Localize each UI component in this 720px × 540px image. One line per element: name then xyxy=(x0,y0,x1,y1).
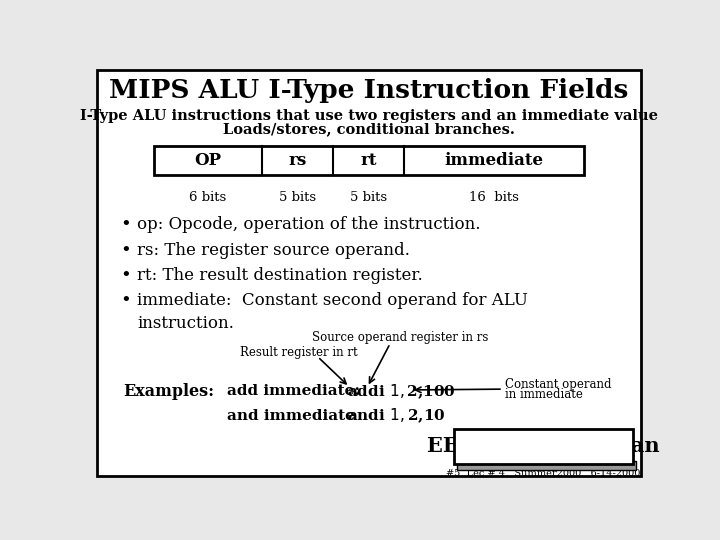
Text: OP: OP xyxy=(194,152,221,169)
Text: Source operand register in rs: Source operand register in rs xyxy=(312,330,488,343)
Text: add immediate:: add immediate: xyxy=(227,384,360,398)
Text: MIPS ALU I-Type Instruction Fields: MIPS ALU I-Type Instruction Fields xyxy=(109,78,629,103)
Text: immediate:  Constant second operand for ALU: immediate: Constant second operand for A… xyxy=(138,292,528,309)
Text: 6 bits: 6 bits xyxy=(189,191,227,204)
Text: instruction.: instruction. xyxy=(138,315,234,332)
Text: I-Type ALU instructions that use two registers and an immediate value: I-Type ALU instructions that use two reg… xyxy=(80,110,658,123)
Text: addi $1,$2,100: addi $1,$2,100 xyxy=(347,382,456,401)
Text: rt: rt xyxy=(360,152,377,169)
Bar xyxy=(456,461,636,470)
Text: 16  bits: 16 bits xyxy=(469,191,519,204)
Text: #5  Lec # 4   Summer2000   6-14-2000: #5 Lec # 4 Summer2000 6-14-2000 xyxy=(446,469,641,478)
Bar xyxy=(154,146,584,175)
Text: immediate: immediate xyxy=(444,152,544,169)
Text: rs: The register source operand.: rs: The register source operand. xyxy=(138,242,410,259)
Text: Result register in rt: Result register in rt xyxy=(240,346,358,359)
Text: Constant operand: Constant operand xyxy=(505,377,611,390)
Text: rt: The result destination register.: rt: The result destination register. xyxy=(138,267,423,284)
Text: andi $1,$2,10: andi $1,$2,10 xyxy=(347,407,446,426)
Text: in immediate: in immediate xyxy=(505,388,582,401)
Text: Loads/stores, conditional branches.: Loads/stores, conditional branches. xyxy=(223,123,515,137)
Text: •: • xyxy=(121,267,132,285)
Text: Examples:: Examples: xyxy=(124,383,215,400)
Text: •: • xyxy=(121,242,132,260)
Text: op: Opcode, operation of the instruction.: op: Opcode, operation of the instruction… xyxy=(138,217,481,233)
Text: rs: rs xyxy=(288,152,307,169)
Bar xyxy=(454,429,634,464)
Text: and immediate: and immediate xyxy=(227,409,354,423)
FancyBboxPatch shape xyxy=(96,70,642,476)
Text: EECC550 - Shaaban: EECC550 - Shaaban xyxy=(428,436,660,456)
Text: •: • xyxy=(121,216,132,234)
Text: 5 bits: 5 bits xyxy=(350,191,387,204)
Text: •: • xyxy=(121,292,132,309)
Text: 5 bits: 5 bits xyxy=(279,191,316,204)
